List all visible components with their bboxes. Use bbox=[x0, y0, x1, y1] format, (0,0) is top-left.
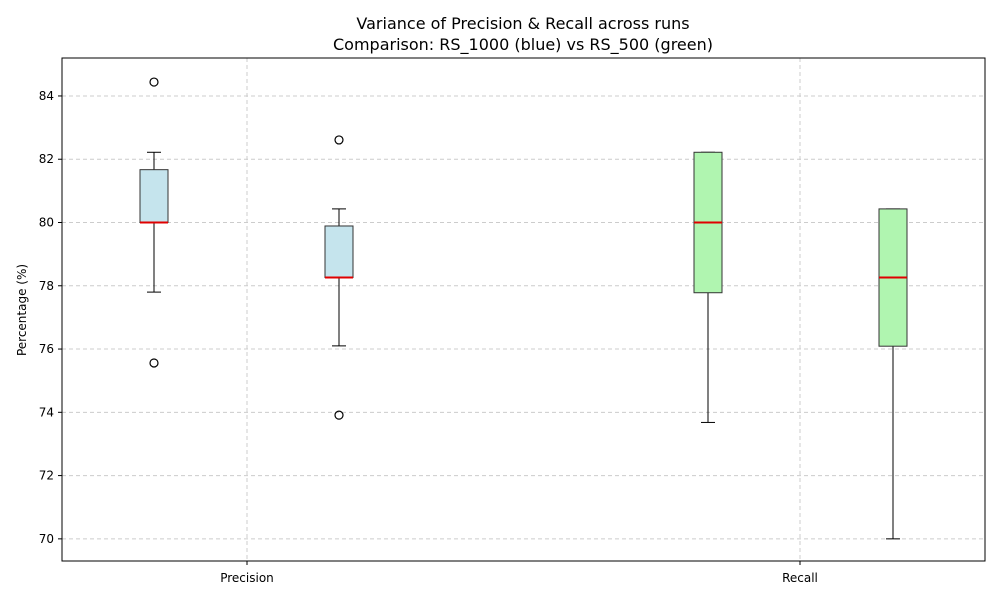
chart-subtitle: Comparison: RS_1000 (blue) vs RS_500 (gr… bbox=[333, 35, 713, 55]
box-recall-rs-1000 bbox=[693, 151, 723, 423]
plot-area-frame bbox=[61, 57, 986, 562]
y-tick-label: 76 bbox=[39, 342, 54, 356]
box-recall-rs-500 bbox=[878, 208, 908, 540]
iqr-box bbox=[324, 225, 354, 279]
box-precision-rs-500 bbox=[324, 135, 354, 420]
y-axis-label: Percentage (%) bbox=[15, 264, 29, 356]
y-tick-label: 78 bbox=[39, 279, 54, 293]
outlier-point bbox=[334, 135, 344, 145]
axes: 70 72 74 76 78 80 82 84 Precision Recall bbox=[39, 89, 818, 585]
grid bbox=[62, 58, 985, 561]
y-tick-label: 72 bbox=[39, 469, 54, 483]
x-tick-label: Precision bbox=[220, 571, 274, 585]
iqr-box bbox=[139, 169, 169, 224]
boxes bbox=[139, 77, 908, 540]
y-tick-label: 74 bbox=[39, 405, 54, 419]
y-tick-label: 84 bbox=[39, 89, 54, 103]
box-precision-rs-1000 bbox=[139, 77, 169, 368]
y-tick-label: 82 bbox=[39, 152, 54, 166]
y-tick-label: 70 bbox=[39, 532, 54, 546]
y-tick-label: 80 bbox=[39, 216, 54, 230]
outlier-point bbox=[334, 410, 344, 420]
chart-title: Variance of Precision & Recall across ru… bbox=[356, 14, 689, 33]
x-tick-label: Recall bbox=[782, 571, 818, 585]
outlier-point bbox=[149, 358, 159, 368]
outlier-point bbox=[149, 77, 159, 87]
